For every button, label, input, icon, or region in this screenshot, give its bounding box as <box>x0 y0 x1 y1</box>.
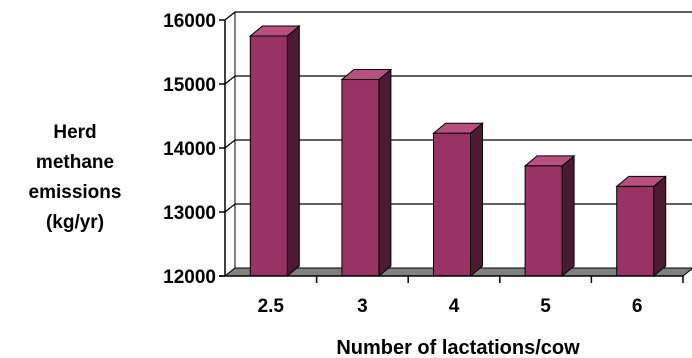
x-tick-label: 3 <box>357 296 368 317</box>
bar <box>432 122 484 278</box>
x-tick-labels: 2.5 3 4 5 6 <box>258 296 643 317</box>
bar-side <box>653 175 667 278</box>
gridline-side <box>224 203 236 213</box>
bar-side <box>561 154 575 278</box>
bar-front <box>616 185 655 277</box>
x-tick-label: 2.5 <box>258 296 285 317</box>
gridline-side <box>224 139 236 149</box>
bar-side <box>286 24 300 278</box>
x-axis-label: Number of lactations/cow <box>336 337 580 358</box>
y-tick-label: 14000 <box>163 139 216 160</box>
y-tick-label: 16000 <box>163 11 216 32</box>
y-axis-label-line-3: emissions <box>28 182 122 203</box>
x-tick-label: 4 <box>449 296 460 317</box>
x-tick-label: 5 <box>540 296 551 317</box>
bar-front <box>524 165 563 277</box>
y-axis-label-line-1: Herd <box>53 122 97 143</box>
y-axis-label-line-2: methane <box>35 152 115 173</box>
y-tick-label: 13000 <box>163 203 216 224</box>
bars <box>248 24 668 278</box>
y-axis-label-line-4: (kg/yr) <box>45 212 105 233</box>
bar-front <box>433 132 471 277</box>
gridline-side <box>224 75 236 85</box>
y-axis-label: Herd methane emissions (kg/yr) <box>0 118 150 238</box>
bar-side <box>470 122 483 278</box>
bar <box>523 154 576 278</box>
bar-front <box>341 79 380 277</box>
bar-front <box>249 35 288 277</box>
y-tick-labels: 12000 13000 14000 15000 16000 <box>163 11 216 288</box>
axes <box>219 19 684 283</box>
y-tick-label: 12000 <box>163 267 216 288</box>
x-tick-label: 6 <box>632 296 643 317</box>
y-tick-label: 15000 <box>163 75 216 96</box>
bar <box>615 175 668 278</box>
bar <box>248 24 301 278</box>
gridline-side <box>224 11 236 21</box>
bar <box>340 68 393 278</box>
bar-side <box>378 68 392 278</box>
